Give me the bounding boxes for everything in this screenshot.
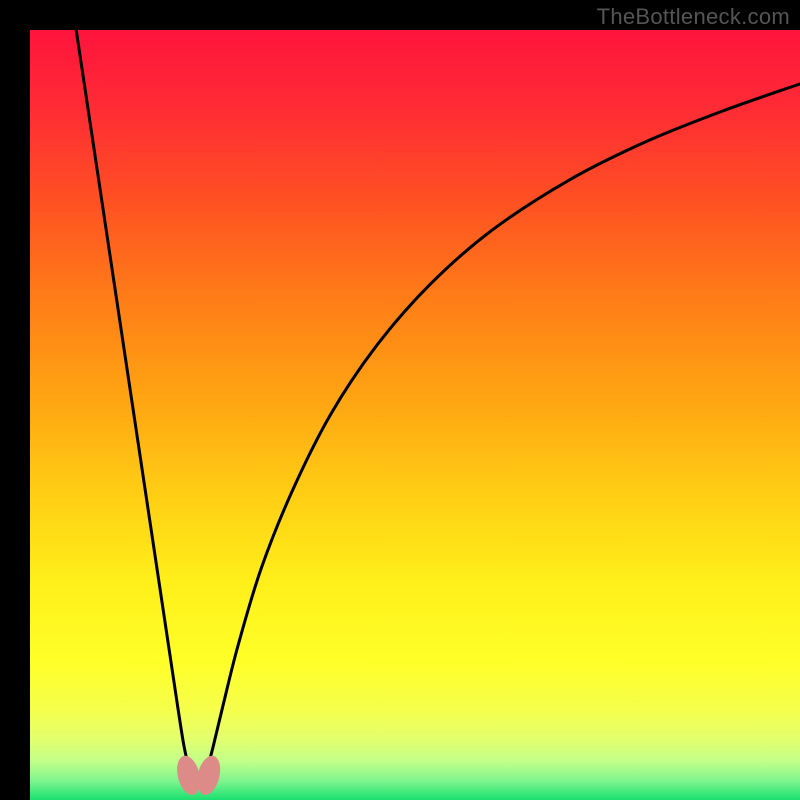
- chart-container: TheBottleneck.com: [0, 0, 800, 800]
- watermark-text: TheBottleneck.com: [597, 4, 790, 30]
- plot-gradient-background: [30, 30, 800, 800]
- chart-svg: [0, 0, 800, 800]
